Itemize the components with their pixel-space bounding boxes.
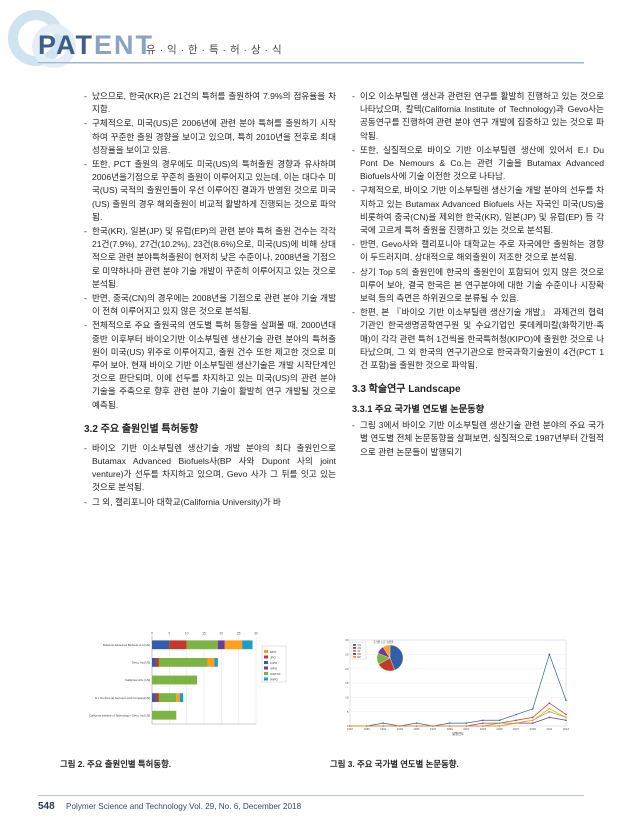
header-subtitle: 유 · 익 · 한 · 특 · 허 · 상 · 식: [146, 44, 283, 56]
svg-text:WIPO: WIPO: [270, 677, 279, 681]
svg-text:KIPO: KIPO: [270, 661, 278, 665]
svg-text:국가별 논문 점유율: 국가별 논문 점유율: [373, 640, 394, 644]
svg-text:1989: 1989: [363, 727, 370, 731]
list-item: 구체적으로, 바이오 기반 이소부틸렌 생산기술 개발 분야의 선두를 차지하고…: [352, 184, 604, 237]
list-item: 그림 3에서 바이오 기반 이소부틸렌 생산기술 관련 분야의 주요 국가별 연…: [352, 419, 604, 459]
list-item: 전체적으로 주요 출원국의 연도별 특허 동향을 살펴볼 때, 2000년대 중…: [84, 319, 336, 411]
svg-text:2003: 2003: [480, 727, 487, 731]
svg-text:발행연도: 발행연도: [452, 731, 464, 736]
svg-text:California Univ. [US]: California Univ. [US]: [125, 678, 150, 682]
right-column: 이오 이소부틸렌 생산과 관련된 연구를 활발히 진행하고 있는 것으로 나타났…: [352, 90, 604, 460]
svg-text:1987: 1987: [347, 727, 354, 731]
svg-text:25: 25: [237, 632, 241, 636]
list-item: 났으므로, 한국(KR)은 21건의 특허를 출원하여 7.9%의 점유율을 차…: [84, 90, 336, 116]
svg-text:2013: 2013: [563, 727, 570, 731]
svg-text:5: 5: [168, 632, 170, 636]
footer-divider: [38, 795, 584, 796]
footer-journal-line: Polymer Science and Technology Vol. 29, …: [66, 802, 302, 811]
svg-text:US: US: [358, 644, 362, 647]
svg-text:E.I. Du Pont de Nemours and Co: E.I. Du Pont de Nemours and Company[US]: [95, 696, 150, 700]
svg-text:0: 0: [347, 724, 349, 728]
svg-text:10: 10: [345, 696, 349, 700]
list-item: 구체적으로, 미국(US)은 2006년에 관련 분야 특허를 출원하기 시작하…: [84, 117, 336, 157]
list-item: 반면, Gevo사와 캘리포니아 대학교는 주로 자국에만 출원하는 경향이 두…: [352, 238, 604, 264]
svg-text:EPO: EPO: [270, 650, 277, 654]
svg-text:2005: 2005: [496, 727, 503, 731]
svg-text:1993: 1993: [397, 727, 404, 731]
section-heading-3-3-1: 3.3.1 주요 국가별 연도별 논문동향: [352, 404, 485, 415]
svg-text:Butamax Advanced Biofuels LLC: Butamax Advanced Biofuels LLC [US]: [103, 643, 150, 647]
header-divider-secondary: [38, 63, 584, 64]
svg-text:CN: CN: [358, 647, 362, 650]
list-item: 한국(KR), 일본(JP) 및 유럽(EP)의 관련 분야 특허 출원 건수는…: [84, 225, 336, 291]
header-divider: [38, 62, 584, 63]
svg-text:EP: EP: [358, 656, 362, 659]
page-number: 548: [38, 801, 55, 812]
svg-text:0: 0: [151, 632, 153, 636]
section-heading-3-2: 3.2 주요 출원인별 특허동향: [84, 423, 199, 435]
svg-text:Gevo, Inc [US]: Gevo, Inc [US]: [132, 661, 150, 665]
svg-text:KR: KR: [358, 653, 362, 656]
page-header: PATENT 유 · 익 · 한 · 특 · 허 · 상 · 식: [0, 0, 622, 78]
svg-text:5: 5: [347, 710, 349, 714]
list-item: 또한, PCT 출원의 경우에도 미국(US)의 특허출원 경향과 유사하며 2…: [84, 158, 336, 224]
patent-wordmark-dim: ENT: [94, 30, 154, 60]
svg-text:15: 15: [202, 632, 206, 636]
figure-2-svg: 0 5 10 15 20 25 30 Butamax Advanced Biofuels LL…: [89, 632, 287, 725]
svg-text:1999: 1999: [447, 727, 454, 731]
svg-text:USPTO: USPTO: [270, 672, 281, 676]
svg-text:30: 30: [345, 638, 349, 642]
figure-3-svg: 0 5 10 15 20 25 30 1987 1989 1991 1993 1995 1997 1999…: [345, 638, 570, 736]
svg-text:1991: 1991: [380, 727, 387, 731]
svg-text:1995: 1995: [413, 727, 420, 731]
list-item: 이오 이소부틸렌 생산과 관련된 연구를 활발히 진행하고 있는 것으로 나타났…: [352, 90, 604, 143]
svg-text:25: 25: [345, 653, 349, 657]
svg-text:California Institute of Techno: California Institute of Technology / Gev…: [89, 713, 150, 717]
svg-text:20: 20: [220, 632, 224, 636]
list-item: 반면, 중국(CN)의 경우에는 2008년을 기점으로 관련 분야 기술 개발…: [84, 292, 336, 318]
patent-wordmark: PATENT: [38, 30, 154, 61]
list-item: 그 외, 캘리포니아 대학교(California University)가 바: [84, 496, 336, 509]
list-item: 상기 Top 5의 출원인에 한국의 출원인이 포함되어 있지 않은 것으로 미…: [352, 266, 604, 306]
svg-text:1997: 1997: [430, 727, 437, 731]
svg-text:2009: 2009: [530, 727, 537, 731]
svg-text:20: 20: [345, 667, 349, 671]
list-item: 한편, 본 『바이오 기반 이소부틸렌 생산기술 개발』 과제건의 협력기관인 …: [352, 306, 604, 372]
patent-wordmark-main: PAT: [38, 30, 94, 60]
figure-2-caption: 그림 2. 주요 출원인별 특허동향.: [60, 759, 172, 769]
svg-text:JPO: JPO: [270, 655, 277, 659]
svg-text:JP: JP: [358, 650, 361, 653]
list-item: 또한, 실질적으로 바이오 기반 이소부틸렌 생산에 있어서 E.I Du Po…: [352, 144, 604, 184]
figure-3-caption: 그림 3. 주요 국가별 연도별 논문동향.: [330, 759, 459, 769]
svg-text:SIPO: SIPO: [270, 666, 278, 670]
list-item: 바이오 기반 이소부틸렌 생산기술 개발 분야의 최다 출원인으로 Butama…: [84, 442, 336, 495]
svg-text:2007: 2007: [513, 727, 520, 731]
figure-3-chart: 0 5 10 15 20 25 30 1987 1989 1991 1993 1995 1997 1999…: [330, 628, 580, 748]
figure-2-chart: 0 5 10 15 20 25 30 Butamax Advanced Biofuels LL…: [60, 628, 290, 748]
svg-text:2001: 2001: [463, 727, 470, 731]
svg-text:15: 15: [345, 681, 349, 685]
svg-text:2011: 2011: [546, 727, 552, 731]
svg-text:30: 30: [254, 632, 258, 636]
left-column: 났으므로, 한국(KR)은 21건의 특허를 출원하여 7.9%의 점유율을 차…: [84, 90, 336, 510]
section-heading-3-3: 3.3 학술연구 Landscape: [352, 384, 461, 396]
svg-text:10: 10: [185, 632, 189, 636]
